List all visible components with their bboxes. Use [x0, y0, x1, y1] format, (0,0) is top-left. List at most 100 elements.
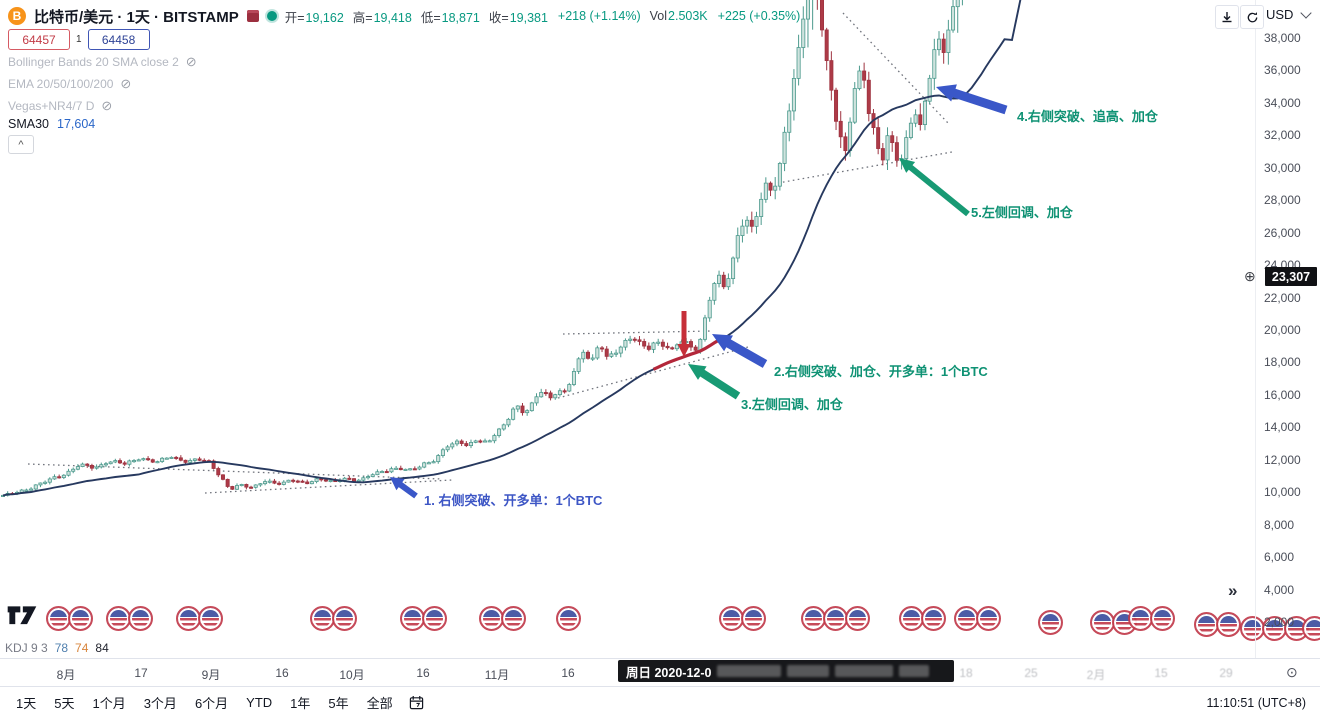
add-alert-plus-icon[interactable]: ⊕: [1244, 268, 1256, 284]
candle-body: [787, 110, 792, 133]
arrow-drawing[interactable]: [390, 477, 418, 499]
watermark-roundel-icon: [1150, 606, 1175, 631]
range-button-5年[interactable]: 5年: [328, 696, 349, 711]
time-axis[interactable]: 8月 17 9月 16 10月 16 11月 16 18 25 2月 15 29 周日 2020-12-…: [0, 658, 1320, 687]
symbol-marker-icon[interactable]: [246, 10, 259, 22]
annotation-text[interactable]: 5.左侧回调、加仓: [971, 205, 1073, 220]
dotted-trendline[interactable]: [204, 479, 453, 494]
indicator-row-ema[interactable]: EMA 20/50/100/200 ⊘: [8, 76, 131, 92]
candle-body: [286, 479, 291, 483]
kdj-indicator-readout[interactable]: KDJ 9 3 78 74 84: [5, 641, 109, 655]
collapse-indicators-button[interactable]: ^: [8, 135, 34, 154]
chart-header: B 比特币/美元 · 1天 · BITSTAMP 开=19,162 高=19,41…: [8, 5, 800, 27]
clock-utc-label[interactable]: 11:10:51 (UTC+8): [1206, 695, 1306, 710]
eye-off-icon[interactable]: ⊘: [101, 98, 113, 113]
indicator-row-bollinger[interactable]: Bollinger Bands 20 SMA close 2 ⊘: [8, 54, 197, 70]
candle-body: [281, 481, 286, 485]
range-button-YTD[interactable]: YTD: [246, 695, 273, 710]
annotation-text[interactable]: 2.右侧突破、加仓、开多单：1个BTC: [774, 364, 988, 379]
kdj-value: 74: [75, 641, 89, 655]
ask-price-box[interactable]: 64458: [87, 29, 150, 50]
candle-body: [47, 478, 52, 483]
watermark-roundel-icon: [68, 606, 93, 631]
price-axis[interactable]: 38,000 36,000 34,000 32,000 30,000 28,000 26,0…: [1244, 0, 1320, 658]
candle-body: [426, 462, 431, 465]
range-button-3个月[interactable]: 3个月: [143, 696, 177, 711]
eye-off-icon[interactable]: ⊘: [185, 54, 197, 69]
range-button-6个月[interactable]: 6个月: [194, 696, 229, 711]
candle-body: [890, 135, 895, 144]
candle-body: [946, 29, 951, 53]
candle-body: [370, 474, 375, 477]
candle-body: [183, 459, 188, 463]
watermark-roundel-icon: [1038, 610, 1063, 635]
candle-body: [791, 77, 796, 112]
candle-body: [450, 443, 455, 448]
annotation-text[interactable]: 1. 右侧突破、开多单：1个BTC: [424, 493, 603, 508]
candle-body: [548, 392, 553, 399]
calendar-icon[interactable]: [409, 695, 424, 710]
candle-body: [57, 476, 62, 479]
candle-body: [628, 338, 633, 341]
candle-body: [857, 70, 862, 89]
arrow-drawing[interactable]: [688, 364, 741, 400]
chart-canvas[interactable]: B 比特币/美元 · 1天 · BITSTAMP 开=19,162 高=19,41…: [0, 0, 1320, 658]
arrow-drawing[interactable]: [712, 334, 768, 368]
candle-body: [492, 435, 497, 442]
candlestick-chart[interactable]: [0, 0, 1255, 658]
range-button-全部[interactable]: 全部: [366, 696, 393, 711]
blurred-text-block: [835, 665, 894, 677]
candle-body: [904, 137, 909, 159]
bid-ask-row: 64457 1 64458: [8, 29, 150, 50]
annotation-text[interactable]: 4.右侧突破、追高、加仓: [1017, 109, 1158, 124]
arrow-drawing[interactable]: [899, 158, 970, 217]
candle-body: [511, 408, 516, 420]
candle-body: [862, 70, 867, 81]
candle-body: [876, 127, 881, 149]
candle-body: [693, 346, 698, 351]
range-button-5天[interactable]: 5天: [54, 696, 75, 711]
double-chevron-right-icon[interactable]: »: [1228, 581, 1238, 600]
range-button-1天[interactable]: 1天: [16, 696, 37, 711]
indicator-row-vegas[interactable]: Vegas+NR4/7 D ⊘: [8, 98, 112, 114]
candle-body: [941, 38, 946, 53]
candle-body: [520, 405, 525, 414]
candle-body: [712, 283, 717, 301]
tradingview-logo[interactable]: [6, 602, 38, 631]
candle-body: [361, 477, 366, 481]
dotted-trendline[interactable]: [562, 330, 713, 335]
trend-highlight-segment[interactable]: [652, 336, 725, 371]
candle-body: [38, 482, 43, 486]
download-button[interactable]: [1215, 5, 1239, 29]
candle-body: [384, 471, 389, 474]
indicator-row-sma30[interactable]: SMA30 17,604: [8, 117, 95, 131]
arrow-drawing[interactable]: [936, 84, 1008, 115]
currency-selector[interactable]: USD: [1266, 7, 1313, 22]
candle-body: [763, 182, 768, 200]
range-button-1个月[interactable]: 1个月: [92, 696, 126, 711]
candle-body: [43, 481, 48, 484]
price-axis-label: 18,000: [1264, 355, 1301, 370]
refresh-button[interactable]: [1240, 5, 1264, 29]
candle-body: [955, 0, 960, 8]
candle-body: [600, 347, 605, 350]
dotted-trendline[interactable]: [842, 12, 949, 124]
arrow-drawing[interactable]: [677, 311, 691, 357]
go-to-realtime-icon[interactable]: ⊙: [1286, 664, 1298, 680]
watermark-roundel-icon: [845, 606, 870, 631]
candle-body: [164, 457, 169, 460]
candle-body: [614, 352, 619, 355]
eye-off-icon[interactable]: ⊘: [120, 76, 132, 91]
candle-body: [118, 460, 123, 464]
symbol-title[interactable]: 比特币/美元 · 1天 · BITSTAMP: [34, 8, 239, 26]
candle-body: [291, 479, 296, 482]
candle-body: [127, 460, 132, 465]
bottom-toolbar: 1天 5天 1个月 3个月 6个月 YTD 1年 5年 全部 11:10:51 (UTC+8): [0, 686, 1320, 717]
candle-body: [796, 47, 801, 79]
sma30-line[interactable]: [2, 0, 1022, 497]
annotation-text[interactable]: 3.左侧回调、加仓: [741, 397, 843, 412]
bid-price-box[interactable]: 64457: [8, 29, 70, 50]
range-button-1年[interactable]: 1年: [290, 696, 311, 711]
candle-body: [529, 402, 534, 412]
candle-body: [108, 461, 113, 465]
